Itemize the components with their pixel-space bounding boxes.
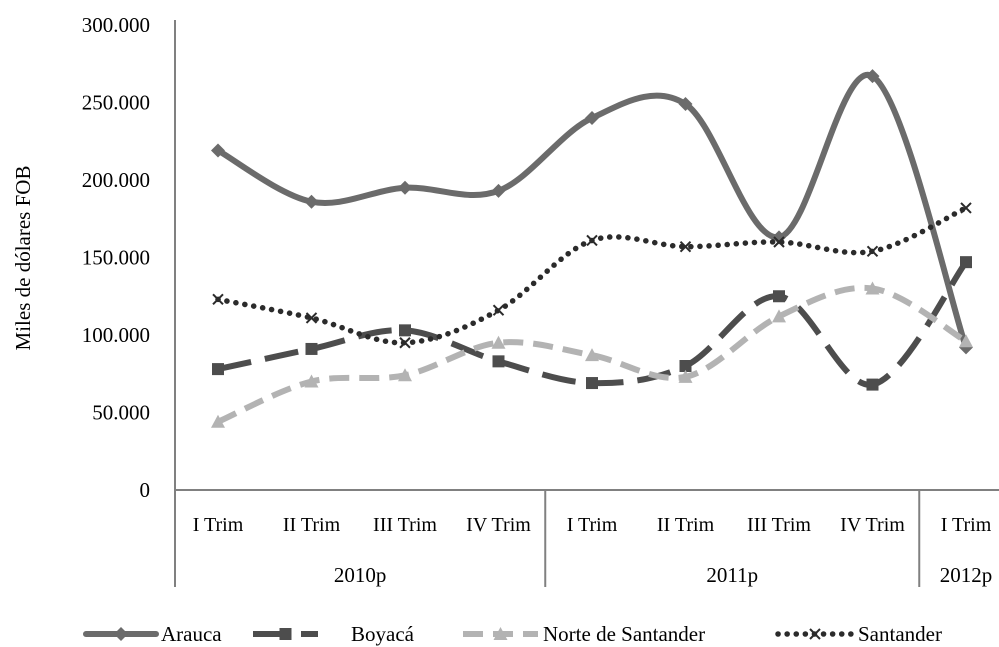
x-tick-label: II Trim — [283, 514, 341, 536]
data-point — [586, 377, 598, 390]
y-tick-label: 50.000 — [92, 401, 150, 425]
data-point-stroke — [399, 337, 411, 349]
data-point — [212, 293, 224, 306]
legend-item: Norte de Santander — [463, 622, 705, 646]
legend-label: Arauca — [161, 622, 222, 646]
x-tick-label: III Trim — [373, 514, 437, 536]
data-point-stroke — [586, 234, 598, 247]
data-point — [491, 183, 506, 198]
data-point — [865, 281, 880, 295]
plot-area — [211, 69, 973, 428]
data-point-stroke — [960, 202, 972, 214]
data-point — [492, 355, 505, 368]
series-line — [216, 284, 968, 425]
data-point-stroke — [305, 312, 318, 324]
x-tick-label: III Trim — [747, 514, 811, 536]
data-point — [960, 202, 972, 214]
data-point — [305, 312, 318, 324]
group-label: 2011p — [706, 563, 758, 587]
y-tick-label: 0 — [140, 478, 151, 502]
data-point — [678, 369, 693, 383]
data-point — [959, 334, 973, 348]
data-point — [304, 374, 319, 388]
y-tick-label: 100.000 — [82, 323, 150, 347]
data-point — [398, 368, 412, 382]
data-point — [398, 180, 412, 195]
y-tick-label: 150.000 — [82, 246, 150, 270]
legend-item: Boyacá — [253, 622, 415, 646]
data-point — [492, 304, 505, 316]
data-point — [211, 143, 225, 158]
data-point — [809, 628, 821, 640]
axes: 0 50.000 100.000 150.000 200.000 250.000 300.0… — [82, 13, 999, 587]
data-point — [679, 360, 692, 372]
data-point — [211, 414, 225, 428]
data-point — [491, 335, 506, 349]
data-point — [585, 111, 599, 125]
data-point — [866, 245, 879, 258]
data-point — [585, 348, 599, 362]
x-tick-label: II Trim — [657, 514, 715, 536]
data-point — [493, 627, 508, 640]
data-point — [114, 627, 128, 641]
y-tick-label: 250.000 — [82, 91, 150, 115]
x-tick-label: I Trim — [567, 514, 618, 536]
legend-label: Norte de Santander — [543, 622, 705, 646]
series-boyac- — [212, 256, 972, 391]
data-point — [773, 236, 785, 248]
data-point — [279, 628, 292, 640]
data-point — [865, 69, 880, 84]
group-label: 2012p — [940, 563, 993, 587]
data-point — [399, 337, 411, 349]
series-santander — [212, 202, 972, 349]
data-point — [399, 324, 411, 337]
data-point — [212, 363, 224, 376]
legend-item: Santander — [775, 622, 942, 646]
series-line — [217, 260, 969, 388]
x-tick-label: IV Trim — [840, 514, 905, 536]
data-point — [586, 234, 598, 247]
data-point — [304, 194, 319, 209]
legend: Arauca Boyacá Norte de Santander Santander — [83, 622, 942, 646]
y-axis-label: Miles de dólares FOB — [11, 166, 35, 351]
data-point — [305, 342, 318, 355]
data-point — [866, 378, 879, 391]
data-point — [678, 97, 693, 112]
x-tick-label: I Trim — [193, 514, 244, 536]
data-point-stroke — [679, 240, 692, 253]
x-tick-label: I Trim — [941, 514, 992, 536]
series-norte-de-santander — [211, 281, 973, 428]
group-label: 2010p — [334, 563, 387, 587]
y-tick-label: 300.000 — [82, 13, 150, 37]
legend-label: Santander — [858, 622, 942, 646]
x-tick-label: IV Trim — [466, 514, 531, 536]
legend-label: Boyacá — [351, 622, 415, 646]
data-point — [773, 290, 785, 303]
data-point-stroke — [809, 628, 821, 640]
legend-item: Arauca — [83, 622, 222, 646]
data-point — [772, 309, 786, 323]
series-line — [215, 205, 969, 346]
data-point-stroke — [866, 245, 879, 258]
data-point — [679, 240, 692, 253]
y-tick-label: 200.000 — [82, 168, 150, 192]
data-point — [960, 256, 972, 269]
data-point-stroke — [492, 304, 505, 316]
series-arauca — [211, 69, 973, 355]
data-point-stroke — [773, 236, 785, 248]
data-point-stroke — [212, 293, 224, 306]
